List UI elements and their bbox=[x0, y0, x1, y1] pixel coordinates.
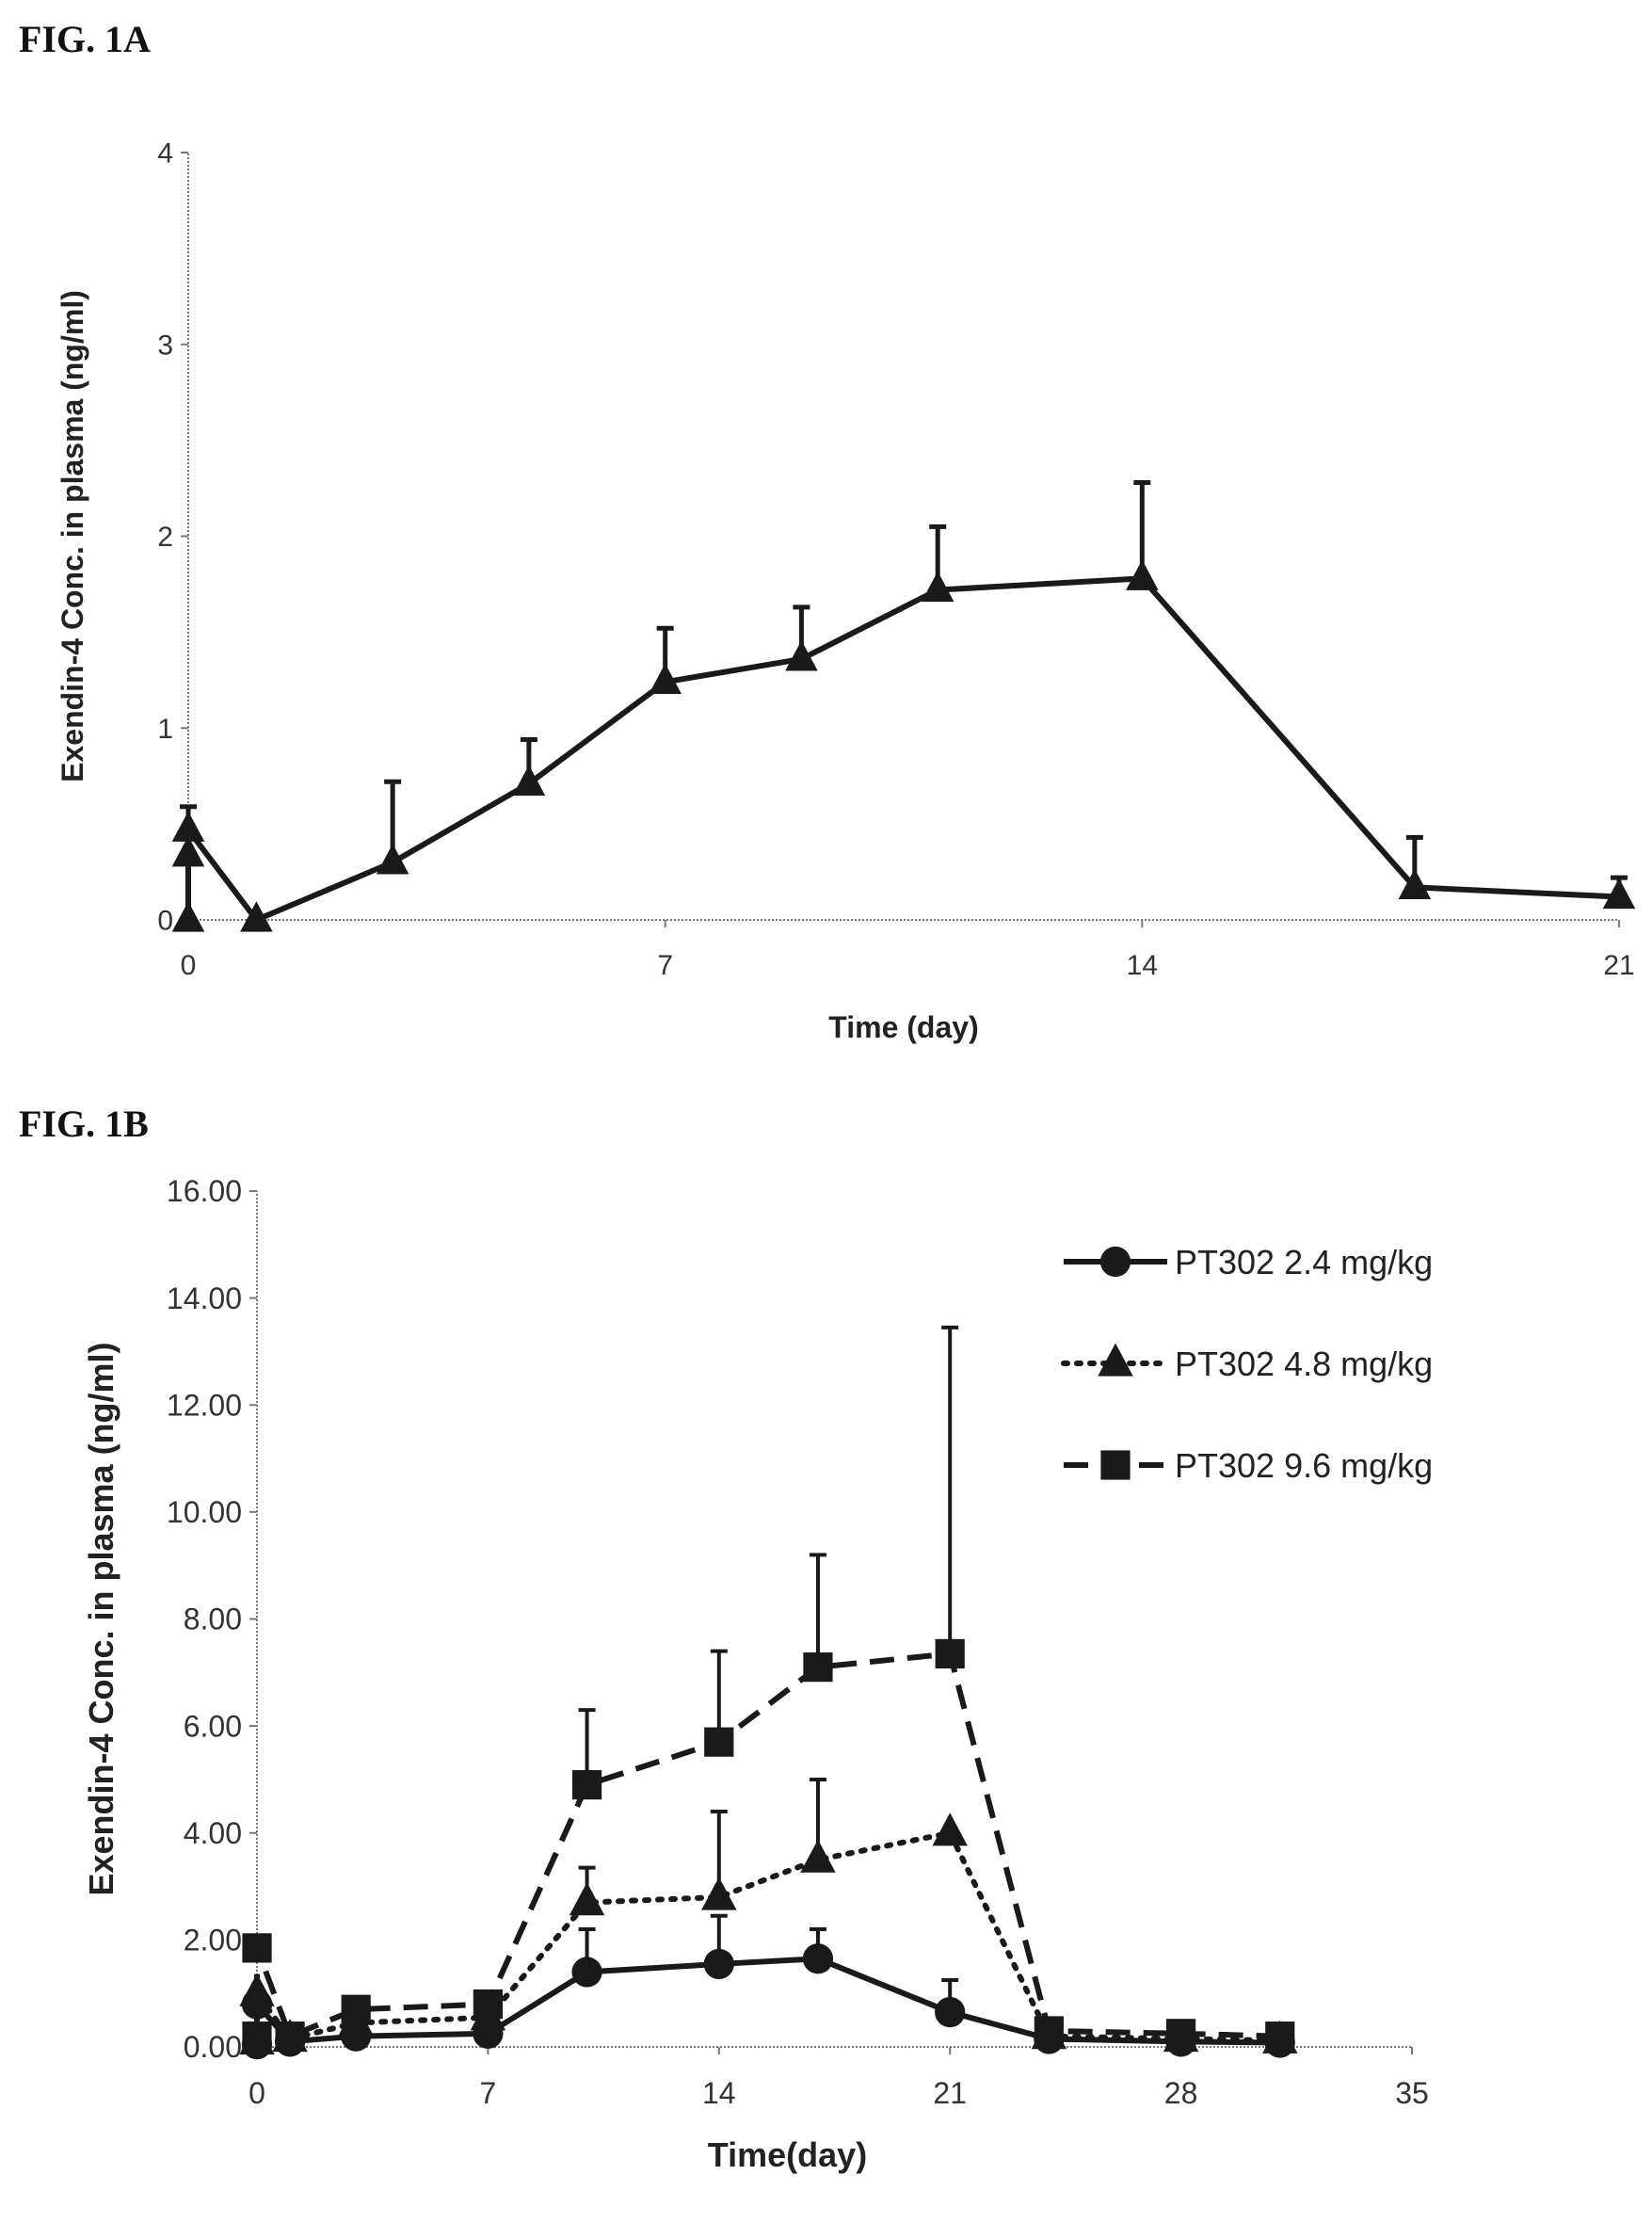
data-point bbox=[1034, 2016, 1064, 2046]
data-point bbox=[935, 1996, 966, 2028]
y-tick-label: 4 bbox=[157, 138, 173, 169]
y-tick-label: 1 bbox=[157, 714, 173, 745]
y-tick-label: 6.00 bbox=[184, 1709, 242, 1743]
y-tick-label: 2.00 bbox=[184, 1924, 242, 1957]
data-point bbox=[275, 2022, 305, 2052]
series bbox=[241, 1913, 1295, 2060]
x-tick-label: 7 bbox=[657, 950, 673, 981]
data-point bbox=[512, 765, 546, 796]
data-point bbox=[704, 1727, 734, 1757]
legend-marker bbox=[1098, 1343, 1133, 1377]
data-point bbox=[171, 835, 205, 867]
x-tick-label: 0 bbox=[249, 2076, 265, 2110]
x-axis-title: Time(day) bbox=[708, 2135, 867, 2174]
series bbox=[171, 479, 1636, 932]
data-point bbox=[802, 1943, 834, 1974]
data-point bbox=[921, 571, 954, 603]
data-point bbox=[376, 844, 409, 875]
data-point bbox=[571, 1957, 602, 1988]
data-point bbox=[701, 1877, 737, 1910]
y-tick-label: 16.00 bbox=[167, 1174, 242, 1208]
y-tick-label: 0 bbox=[157, 906, 173, 937]
y-tick-label: 4.00 bbox=[184, 1816, 242, 1850]
data-point bbox=[1398, 868, 1432, 899]
series bbox=[239, 1777, 1298, 2054]
x-tick-label: 21 bbox=[1603, 950, 1634, 981]
data-point bbox=[649, 663, 682, 694]
data-point bbox=[703, 1948, 734, 1980]
data-point bbox=[1126, 559, 1159, 590]
data-point bbox=[785, 640, 818, 671]
data-point bbox=[803, 1652, 833, 1683]
data-point bbox=[935, 1638, 965, 1669]
data-point bbox=[242, 2022, 272, 2052]
x-tick-label: 0 bbox=[181, 950, 197, 981]
y-tick-label: 14.00 bbox=[167, 1281, 242, 1315]
x-tick-label: 35 bbox=[1395, 2076, 1429, 2110]
figure-1b-label: FIG. 1B bbox=[19, 1103, 149, 1145]
data-point bbox=[1602, 878, 1636, 910]
data-point bbox=[800, 1839, 836, 1873]
y-axis-title: Exendin-4 Conc. in plasma (ng/ml) bbox=[56, 290, 89, 782]
series bbox=[242, 1325, 1295, 2052]
x-tick-label: 21 bbox=[933, 2076, 967, 2110]
y-tick-label: 8.00 bbox=[184, 1603, 242, 1636]
data-point bbox=[240, 901, 273, 932]
figure-1a-label: FIG. 1A bbox=[19, 18, 151, 60]
data-point bbox=[1265, 2022, 1295, 2052]
data-point bbox=[242, 1933, 272, 1963]
y-axis-title: Exendin-4 Conc. in plasma (ng/ml) bbox=[82, 1342, 120, 1895]
data-point bbox=[932, 1812, 968, 1846]
data-point bbox=[171, 811, 205, 842]
y-tick-label: 12.00 bbox=[167, 1388, 242, 1422]
data-point bbox=[1166, 2019, 1196, 2049]
chart-fig-1a: 0 1 2 3 4 0 7 14 21 Time (day) Exendin-4 Conc. in … bbox=[56, 138, 1636, 1044]
y-tick-label: 0.00 bbox=[184, 2030, 242, 2064]
series-line bbox=[254, 1651, 1280, 2039]
legend-label: PT302 9.6 mg/kg bbox=[1175, 1446, 1433, 1485]
data-point bbox=[569, 1882, 605, 1916]
series-line bbox=[254, 1829, 1283, 2045]
legend-marker bbox=[1100, 1450, 1131, 1480]
legend-label: PT302 2.4 mg/kg bbox=[1175, 1243, 1433, 1281]
legend-label: PT302 4.8 mg/kg bbox=[1175, 1345, 1433, 1383]
x-axis-title: Time (day) bbox=[828, 1010, 978, 1044]
x-tick-label: 14 bbox=[702, 2076, 736, 2110]
data-point bbox=[341, 1994, 371, 2024]
x-tick-label: 28 bbox=[1164, 2076, 1198, 2110]
legend-marker bbox=[1099, 1246, 1131, 1278]
y-tick-label: 3 bbox=[157, 330, 173, 361]
y-tick-label: 2 bbox=[157, 522, 173, 553]
y-tick-label: 10.00 bbox=[167, 1495, 242, 1529]
data-point bbox=[171, 901, 205, 932]
x-tick-label: 14 bbox=[1127, 950, 1158, 981]
data-point bbox=[473, 1989, 503, 2020]
x-tick-label: 7 bbox=[480, 2076, 497, 2110]
data-point bbox=[571, 1770, 602, 1800]
